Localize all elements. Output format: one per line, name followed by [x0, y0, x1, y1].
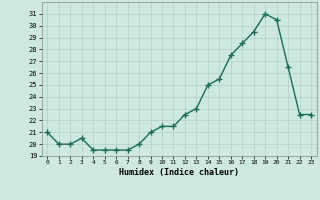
- X-axis label: Humidex (Indice chaleur): Humidex (Indice chaleur): [119, 168, 239, 177]
